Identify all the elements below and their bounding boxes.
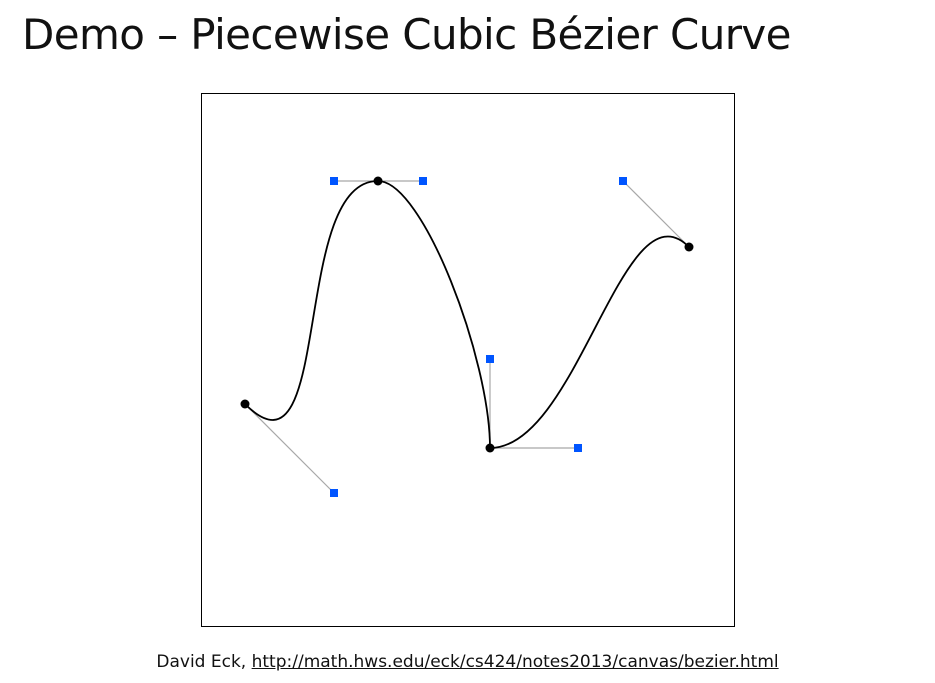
control-point[interactable] [419, 177, 427, 185]
anchor-points[interactable] [240, 176, 694, 453]
bezier-curve-drawing[interactable] [202, 94, 734, 626]
control-point[interactable] [486, 355, 494, 363]
anchor-point[interactable] [373, 176, 383, 186]
curve-segment [244, 180, 379, 421]
control-points[interactable] [330, 177, 627, 497]
curve-segment [489, 235, 690, 449]
handle-line [244, 403, 335, 494]
anchor-point[interactable] [485, 443, 495, 453]
anchor-point[interactable] [240, 399, 250, 409]
bezier-demo-canvas[interactable] [201, 93, 735, 627]
anchor-point[interactable] [684, 242, 694, 252]
caption-author: David Eck, [156, 652, 252, 672]
slide-title: Demo – Piecewise Cubic Bézier Curve [22, 10, 791, 59]
control-point[interactable] [330, 489, 338, 497]
bezier-curve [244, 180, 690, 449]
handle-lines [244, 180, 690, 494]
control-point[interactable] [619, 177, 627, 185]
handle-line [622, 180, 690, 248]
source-link[interactable]: http://math.hws.edu/eck/cs424/notes2013/… [251, 652, 779, 672]
curve-segment [377, 180, 491, 449]
control-point[interactable] [574, 444, 582, 452]
source-caption: David Eck, http://math.hws.edu/eck/cs424… [0, 651, 935, 673]
control-point[interactable] [330, 177, 338, 185]
